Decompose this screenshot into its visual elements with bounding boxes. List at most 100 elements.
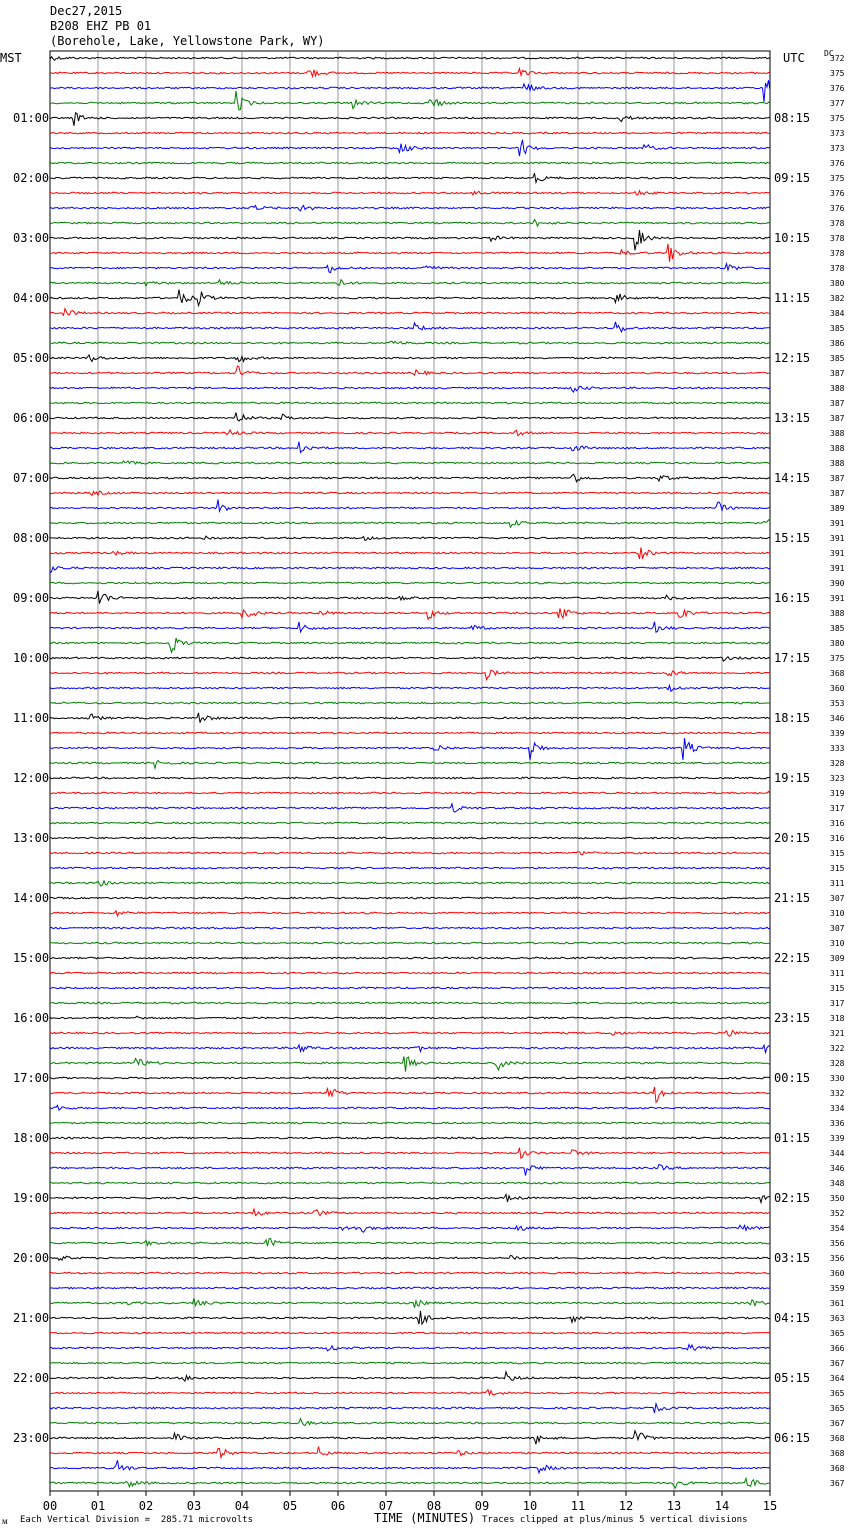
dc-value-label: 378 bbox=[830, 219, 845, 228]
seismic-trace bbox=[49, 499, 771, 514]
seismic-trace bbox=[49, 1476, 770, 1490]
dc-value-label: 375 bbox=[830, 654, 845, 663]
seismic-trace bbox=[49, 112, 770, 126]
dc-value-label: 356 bbox=[830, 1239, 845, 1248]
dc-value-label: 387 bbox=[830, 399, 845, 408]
x-tick-label: 03 bbox=[187, 1499, 201, 1513]
seismic-trace bbox=[49, 971, 771, 975]
hour-label-utc: 12:15 bbox=[774, 351, 810, 365]
dc-value-label: 388 bbox=[830, 429, 845, 438]
seismic-trace bbox=[49, 621, 771, 634]
seismic-trace bbox=[49, 218, 771, 228]
dc-value-label: 319 bbox=[830, 789, 845, 798]
dc-value-label: 375 bbox=[830, 114, 845, 123]
hour-label-mst: 22:00 bbox=[13, 1371, 49, 1385]
location-label: (Borehole, Lake, Yellowstone Park, WY) bbox=[50, 34, 325, 48]
dc-value-label: 315 bbox=[830, 849, 845, 858]
dc-value-label: 380 bbox=[830, 279, 845, 288]
seismic-trace bbox=[49, 189, 771, 196]
dc-value-label: 388 bbox=[830, 384, 845, 393]
seismic-trace bbox=[49, 802, 771, 813]
dc-value-label: 367 bbox=[830, 1479, 845, 1488]
seismic-trace bbox=[49, 669, 771, 681]
hour-label-mst: 19:00 bbox=[13, 1191, 49, 1205]
dc-value-label: 310 bbox=[830, 909, 845, 918]
dc-value-label: 366 bbox=[830, 1344, 845, 1353]
hour-label-utc: 15:15 bbox=[774, 531, 810, 545]
seismic-trace bbox=[49, 1388, 771, 1397]
dc-value-label: 373 bbox=[830, 144, 845, 153]
dc-value-label: 339 bbox=[830, 1134, 845, 1143]
seismic-trace bbox=[49, 712, 771, 723]
dc-value-label: 311 bbox=[830, 879, 845, 888]
seismic-trace bbox=[49, 80, 771, 103]
x-tick-label: 02 bbox=[139, 1499, 153, 1513]
hour-label-mst: 09:00 bbox=[13, 591, 49, 605]
x-tick-label: 06 bbox=[331, 1499, 345, 1513]
mst-label: MST bbox=[0, 51, 22, 65]
dc-value-label: 391 bbox=[830, 519, 845, 528]
hour-label-utc: 23:15 bbox=[774, 1011, 810, 1025]
dc-value-label: 386 bbox=[830, 339, 845, 348]
seismic-trace bbox=[49, 1310, 771, 1326]
seismic-trace bbox=[49, 776, 771, 780]
seismic-trace bbox=[49, 683, 771, 693]
hour-label-utc: 21:15 bbox=[774, 891, 810, 905]
seismic-trace bbox=[49, 1147, 771, 1160]
hour-label-mst: 13:00 bbox=[13, 831, 49, 845]
dc-value-label: 376 bbox=[830, 84, 845, 93]
seismic-trace bbox=[49, 565, 771, 574]
seismic-trace bbox=[49, 1043, 771, 1055]
seismic-trace bbox=[49, 1271, 771, 1275]
hour-label-mst: 23:00 bbox=[13, 1431, 49, 1445]
seismic-trace bbox=[49, 385, 771, 394]
seismic-trace bbox=[49, 836, 771, 840]
seismic-trace bbox=[49, 473, 771, 483]
dc-value-label: 375 bbox=[830, 174, 845, 183]
hour-label-mst: 07:00 bbox=[13, 471, 49, 485]
seismic-trace bbox=[49, 1298, 771, 1308]
dc-value-label: 384 bbox=[830, 309, 845, 318]
date-label: Dec27,2015 bbox=[50, 4, 123, 18]
dc-value-label: 385 bbox=[830, 624, 845, 633]
dc-value-label: 380 bbox=[830, 639, 845, 648]
seismic-trace bbox=[49, 1223, 771, 1233]
seismic-trace bbox=[49, 353, 771, 363]
seismic-trace bbox=[49, 1136, 770, 1140]
seismic-trace bbox=[49, 1460, 771, 1475]
seismic-trace bbox=[49, 1104, 771, 1111]
seismic-trace bbox=[49, 139, 771, 157]
x-tick-label: 10 bbox=[523, 1499, 537, 1513]
dc-value-label: 390 bbox=[830, 579, 845, 588]
seismic-trace bbox=[49, 278, 771, 288]
x-tick-label: 13 bbox=[667, 1499, 681, 1513]
dc-value-label: 376 bbox=[830, 159, 845, 168]
dc-value-label: 361 bbox=[830, 1299, 845, 1308]
corner-mark: ᴍ bbox=[2, 1517, 8, 1527]
seismic-trace bbox=[50, 1181, 771, 1185]
seismic-trace bbox=[49, 1015, 771, 1020]
seismic-trace bbox=[49, 460, 771, 465]
seismic-trace bbox=[49, 701, 770, 705]
seismic-trace bbox=[49, 637, 771, 654]
dc-value-label: 365 bbox=[830, 1404, 845, 1413]
dc-value-label: 317 bbox=[830, 999, 845, 1008]
seismic-trace bbox=[49, 850, 771, 856]
utc-label: UTC bbox=[783, 51, 805, 65]
dc-value-label: 316 bbox=[830, 834, 845, 843]
hour-label-utc: 01:15 bbox=[774, 1131, 810, 1145]
hour-label-utc: 18:15 bbox=[774, 711, 810, 725]
dc-value-label: 385 bbox=[830, 324, 845, 333]
dc-value-label: 323 bbox=[830, 774, 845, 783]
hour-label-mst: 08:00 bbox=[13, 531, 49, 545]
hour-label-mst: 16:00 bbox=[13, 1011, 49, 1025]
hour-label-utc: 02:15 bbox=[774, 1191, 810, 1205]
hour-label-utc: 06:15 bbox=[774, 1431, 810, 1445]
x-tick-label: 09 bbox=[475, 1499, 489, 1513]
dc-value-label: 368 bbox=[830, 1449, 845, 1458]
seismic-trace bbox=[49, 655, 771, 662]
seismic-trace bbox=[49, 1056, 771, 1072]
seismic-trace bbox=[49, 307, 771, 317]
dc-value-label: 348 bbox=[830, 1179, 845, 1188]
clip-note: Traces clipped at plus/minus 5 vertical … bbox=[482, 1515, 748, 1525]
